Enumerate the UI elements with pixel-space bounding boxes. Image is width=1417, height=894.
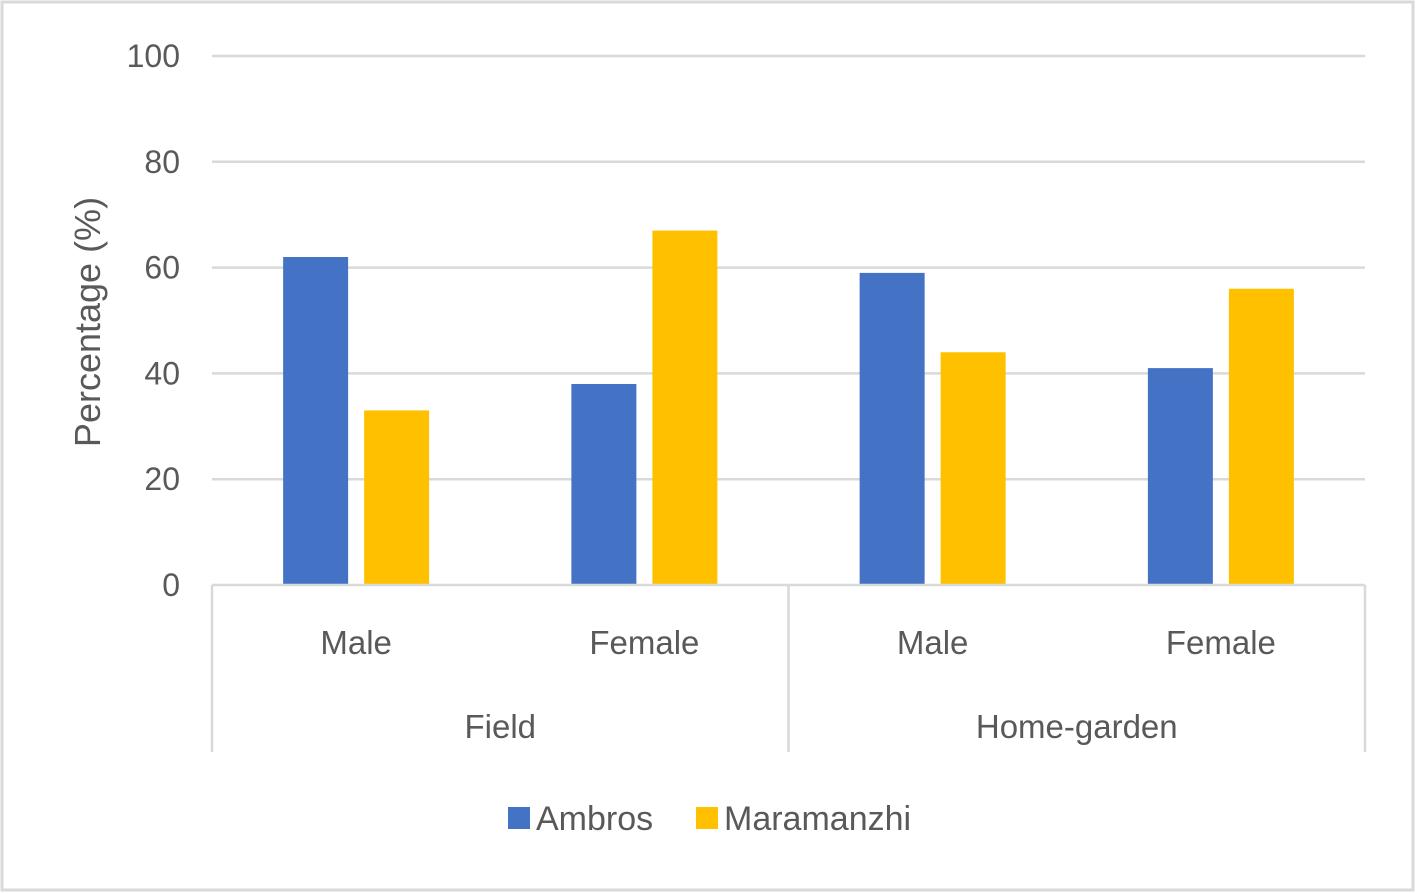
bar-ambros-3 bbox=[1147, 368, 1213, 585]
y-tick-label: 60 bbox=[144, 250, 180, 286]
legend-swatch-ambros bbox=[508, 807, 530, 829]
bar-maramanzhi-2 bbox=[940, 352, 1006, 585]
x-category-label: Female bbox=[1166, 624, 1276, 661]
x-category-label: Male bbox=[320, 624, 392, 661]
x-category-label: Male bbox=[897, 624, 969, 661]
y-tick-label: 40 bbox=[144, 355, 180, 391]
y-tick-label: 100 bbox=[127, 38, 180, 74]
y-tick-label: 80 bbox=[144, 144, 180, 180]
legend-label-maramanzhi: Maramanzhi bbox=[724, 800, 911, 838]
bar-maramanzhi-0 bbox=[364, 410, 430, 585]
legend-swatch-maramanzhi bbox=[696, 807, 718, 829]
bar-maramanzhi-1 bbox=[652, 230, 718, 585]
x-group-label: Field bbox=[464, 708, 536, 745]
x-category-label: Female bbox=[589, 624, 699, 661]
bar-maramanzhi-3 bbox=[1228, 288, 1294, 585]
bar-ambros-1 bbox=[571, 383, 637, 585]
y-axis-title: Percentage (%) bbox=[67, 197, 108, 447]
legend-label-ambros: Ambros bbox=[536, 800, 653, 838]
y-tick-label: 20 bbox=[144, 461, 180, 497]
bars bbox=[283, 230, 1294, 585]
legend: Ambros Maramanzhi bbox=[508, 800, 911, 838]
bar-ambros-2 bbox=[859, 272, 925, 585]
x-group-label: Home-garden bbox=[976, 708, 1178, 745]
bar-ambros-0 bbox=[283, 257, 349, 585]
x-axis: Male Female Male Female Field Home-garden bbox=[210, 583, 1367, 752]
y-axis-ticks: 0 20 40 60 80 100 bbox=[127, 38, 180, 603]
y-tick-label: 0 bbox=[162, 567, 180, 603]
